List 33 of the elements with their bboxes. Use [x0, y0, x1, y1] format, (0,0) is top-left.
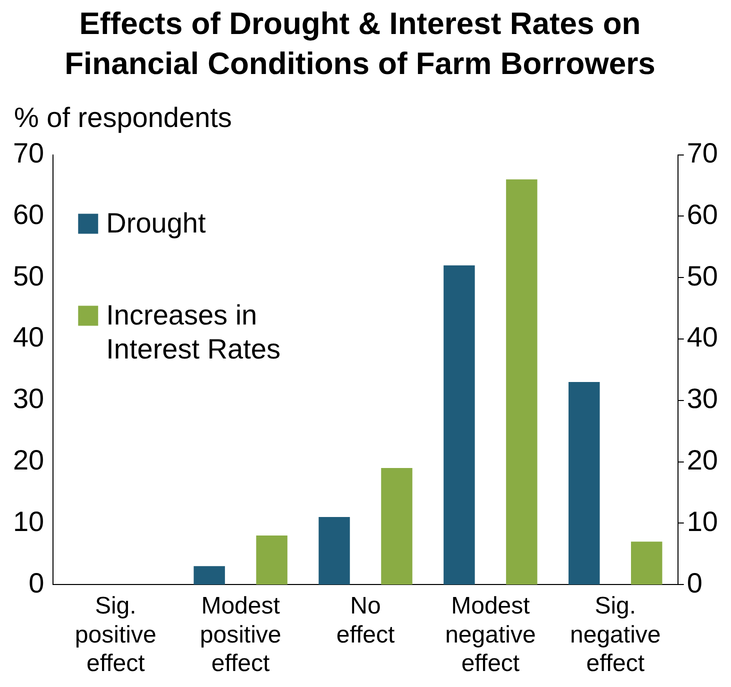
y-tick-label: 70	[12, 138, 44, 169]
y2-tick-label: 60	[686, 198, 718, 230]
y2-tick-label: 30	[686, 383, 718, 414]
x-tick-label: No effect	[336, 592, 395, 648]
x-tick-label: Modest positive effect	[200, 592, 282, 678]
bar	[194, 566, 225, 585]
bar	[381, 468, 412, 585]
y-tick-label: 30	[12, 383, 44, 414]
legend-label: Drought	[106, 208, 206, 239]
y-tick-label: 0	[28, 567, 44, 598]
bar	[256, 535, 288, 585]
y2-tick-label: 10	[686, 506, 718, 537]
y-tick-label: 40	[12, 322, 44, 353]
y2-tick-label: 0	[686, 567, 702, 598]
y-tick-label: 60	[12, 198, 44, 230]
y2-tick-label: 20	[686, 444, 718, 476]
y-axis-title: % of respondents	[14, 102, 232, 134]
y2-tick-label: 50	[686, 260, 718, 292]
y-tick-label: 20	[12, 444, 44, 476]
y2-tick-label: 70	[686, 138, 718, 169]
bar	[568, 382, 600, 585]
x-tick-label: Sig. positive effect	[74, 592, 156, 678]
bar	[318, 517, 350, 585]
bar	[506, 179, 538, 585]
y2-tick-label: 40	[686, 322, 718, 353]
chart-title: Effects of Drought & Interest Rates on Financial Conditions of Farm Borrowers	[64, 5, 656, 83]
legend-label: Increases in Interest Rates	[106, 300, 280, 365]
x-tick-label: Modest negative effect	[445, 592, 536, 678]
bar	[631, 542, 662, 585]
y-tick-label: 50	[12, 260, 44, 292]
x-tick-label: Sig. negative effect	[570, 592, 661, 678]
y-tick-label: 10	[12, 506, 44, 537]
bar	[444, 265, 475, 585]
